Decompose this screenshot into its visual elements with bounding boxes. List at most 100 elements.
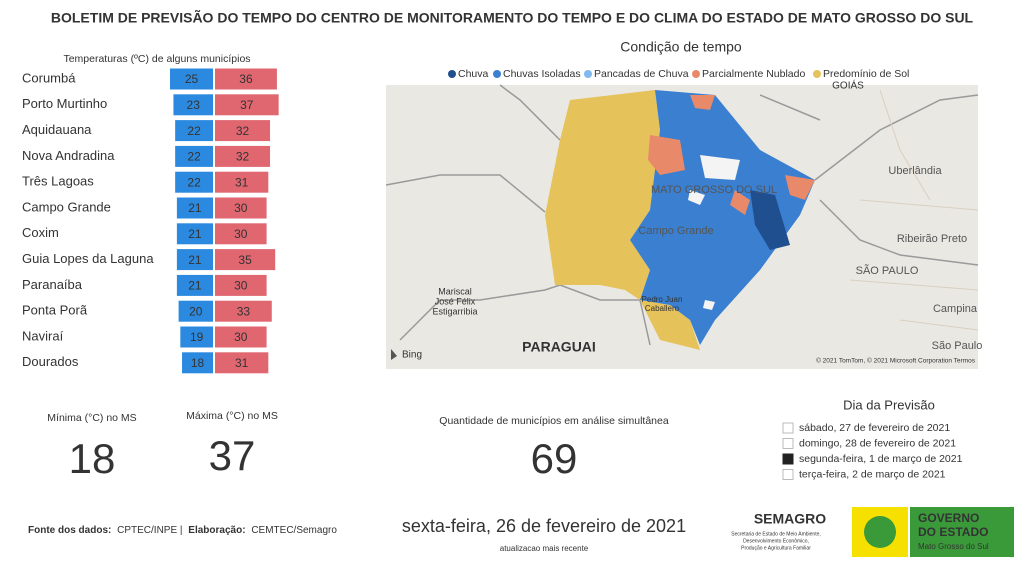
legend-swatch [493,70,501,78]
legend-label[interactable]: Chuvas Isoladas [503,68,581,80]
min-bar [170,68,213,90]
municipality: Campo Grande [22,199,111,214]
min-label: 18 [191,356,205,370]
min-bar [176,274,213,296]
min-label: 21 [188,253,202,267]
max-label: 30 [234,330,248,344]
max-bar [215,171,269,193]
min-label: 22 [187,124,201,138]
gov-line: DO ESTADO [918,525,988,539]
checkbox[interactable] [782,438,794,449]
map-label: Campina [933,303,978,315]
map-legend: Chuva Chuvas Isoladas Pancadas de Chuva Par… [448,68,909,80]
min-label: Mínima (°C) no MS [47,412,136,424]
min-bar [175,171,213,193]
option-label[interactable]: sábado, 27 de fevereiro de 2021 [799,422,950,434]
legend-label[interactable]: Pancadas de Chuva [594,68,689,80]
map-label: SÃO PAULO [856,264,919,277]
min-bar [176,223,213,245]
max-bar [215,145,271,167]
checkbox[interactable] [782,469,794,480]
max-label: 37 [240,98,254,112]
checkbox[interactable] [782,422,794,434]
gov-emblem-seal [864,516,896,548]
option-label[interactable]: terça-feira, 2 de março de 2021 [799,468,946,480]
max-label: 31 [235,175,249,189]
legend-label[interactable]: Predomínio de Sol [823,68,909,80]
max-label: 30 [234,201,248,215]
max-label: 30 [234,279,248,293]
min-bar [175,145,213,167]
updated: atualizacao mais recente [500,544,589,553]
max-label: 31 [235,356,249,370]
municipality: Coxim [22,225,59,240]
legend-label[interactable]: Chuva [458,68,489,80]
source-value: CPTEC/INPE | [117,525,182,536]
max-bar [215,326,267,348]
forecast-options: sábado, 27 de fevereiro de 2021 domingo, … [782,422,963,480]
min-label: 21 [188,279,202,293]
option-label[interactable]: domingo, 28 de fevereiro de 2021 [799,437,956,449]
credit-value: CEMTEC/Semagro [251,525,337,536]
gov-line: Mato Grosso do Sul [918,542,989,551]
option-label[interactable]: segunda-feira, 1 de março de 2021 [799,453,963,465]
municipality: Paranaíba [22,277,83,292]
min-label: 19 [190,330,204,344]
gov-line: GOVERNO [918,511,979,525]
min-bar [180,326,213,348]
gov-logo [910,507,1014,557]
max-bar [215,197,267,219]
bing-icon [391,349,397,360]
map-label: Uberlândia [888,165,942,177]
map-label: GOIÁS [832,79,864,92]
region-rain [750,190,790,250]
checkbox[interactable] [782,453,794,465]
map-label: PARAGUAI [522,339,596,355]
max-bar [215,94,279,116]
municipality: Três Lagoas [22,174,94,189]
semagro-line: Produção e Agricultura Familiar [741,545,811,551]
map-label: Pedro Juan [642,295,683,304]
forecast-title: Dia da Previsão [843,397,935,412]
min-label: 20 [189,304,203,318]
municipality: Naviraí [22,328,64,343]
municipality: Guia Lopes da Laguna [22,251,154,266]
map-attribution: © 2021 TomTom, © 2021 Microsoft Corporat… [816,357,976,365]
min-label: 22 [187,175,201,189]
municipality: Corumbá [22,70,76,85]
municipality: Aquidauana [22,122,92,137]
municipality: Nova Andradina [22,148,115,163]
max-bar [215,300,272,322]
min-bar [182,352,213,374]
municipality: Ponta Porã [22,303,88,318]
max-bar [215,274,267,296]
map-label: São Paulo [932,340,983,352]
min-label: 23 [187,98,201,112]
max-label: 32 [236,124,250,138]
min-label: 21 [188,201,202,215]
map-label: Caballero [645,304,680,313]
map-label: José Félix [435,296,476,306]
region-partly-cloudy [648,95,815,215]
credit-label: Elaboração: [188,525,245,536]
legend-label[interactable]: Parcialmente Nublado [702,68,805,80]
map-label: MATO GROSSO DO SUL [651,184,777,196]
legend-swatch [692,70,700,78]
semagro-line: Secretaria de Estado de Meio Ambiente, [731,531,821,537]
min-bar [173,94,213,116]
map-label: Estigarribia [432,306,477,316]
temperature-chart: Corumbá 25 36 Porto Murtinho 23 37 Aquidauana 2… [22,68,279,374]
max-label: 36 [239,72,253,86]
map-provider: Bing [402,350,422,361]
min-label: 25 [185,72,199,86]
count-value: 69 [531,435,578,482]
municipality: Porto Murtinho [22,96,107,111]
count-label: Quantidade de municípios em análise simu… [439,415,669,427]
map-title: Condição de tempo [620,39,742,55]
max-bar [215,68,277,90]
semagro-line: Desenvolvimento Econômico, [743,538,809,544]
map-label: Mariscal [438,286,472,296]
max-label: 33 [237,304,251,318]
